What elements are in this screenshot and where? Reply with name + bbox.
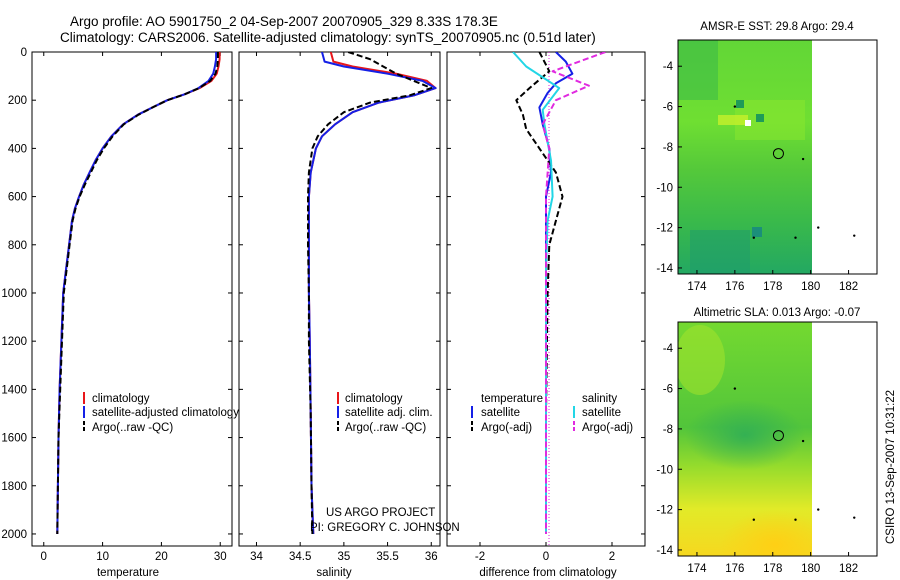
legend-label-argo: Argo(..raw -QC): [92, 422, 173, 434]
pi-label: PI: GREGORY C. JOHNSON: [310, 522, 460, 534]
x-tick-label: 34: [250, 551, 263, 563]
legend-label-climatology: climatology: [92, 393, 150, 405]
depth-tick-label: 1800: [1, 481, 27, 493]
temperature-legend: climatology satellite-adjusted climatolo…: [83, 392, 239, 434]
map-x-tick-label: 174: [687, 563, 707, 575]
map-y-tick-label: -14: [656, 545, 673, 557]
x-tick-label: 10: [96, 551, 109, 563]
island-dot: [794, 518, 797, 521]
x-tick-label: 35: [337, 551, 350, 563]
x-tick-label: 34.5: [289, 551, 311, 563]
temperature-series-argo: [56, 52, 219, 535]
salinity-legend: climatology satellite adj. clim. Argo(..…: [337, 392, 433, 434]
sla-map-title: Altimetric SLA: 0.013 Argo: -0.07: [694, 307, 861, 319]
legend-label-argo: Argo(..raw -QC): [345, 422, 426, 434]
legend-label-sal-satellite: satellite: [582, 407, 621, 419]
x-tick-label: 20: [155, 551, 168, 563]
map-x-tick-label: 182: [839, 281, 858, 293]
legend-label-temp-satellite: satellite: [481, 407, 520, 419]
sla-map-image: [678, 322, 877, 556]
depth-tick-label: 1000: [1, 288, 27, 300]
map-x-tick-label: 176: [725, 563, 744, 575]
map-x-tick-label: 178: [763, 563, 782, 575]
map-y-tick-label: -12: [656, 505, 673, 517]
x-tick-label: 2: [609, 551, 615, 563]
island-dot: [817, 226, 820, 229]
temperature-series-satellite: [56, 52, 218, 535]
x-tick-label: 0: [41, 551, 47, 563]
x-tick-label: 0: [543, 551, 549, 563]
map-x-tick-label: 174: [687, 281, 707, 293]
map-y-tick-label: -6: [663, 102, 673, 114]
figure-title-line2: Climatology: CARS2006. Satellite-adjuste…: [60, 30, 596, 45]
temperature-xlabel: temperature: [97, 567, 159, 579]
temperature-axes: [31, 51, 233, 547]
island-dot: [801, 157, 805, 161]
map-y-tick-label: -8: [663, 424, 673, 436]
island-dot: [853, 234, 856, 237]
map-x-tick-label: 176: [725, 281, 744, 293]
legend-title-temperature: temperature: [481, 393, 543, 405]
x-tick-label: 35.5: [376, 551, 398, 563]
island-dot: [752, 518, 756, 521]
depth-tick-label: 800: [8, 240, 27, 252]
depth-tick-label: 1200: [1, 336, 27, 348]
legend-label-temp-argo: Argo(-adj): [481, 422, 532, 434]
map-y-tick-label: -8: [663, 142, 673, 154]
island-dot: [733, 105, 737, 108]
island-dot: [794, 236, 797, 239]
difference-series-sal-argo: [541, 52, 606, 534]
temperature-series-climatology: [56, 52, 221, 535]
side-timestamp: CSIRO 13-Sep-2007 10:31:22: [885, 390, 897, 544]
map-x-tick-label: 178: [763, 281, 782, 293]
map-x-tick-label: 180: [801, 281, 820, 293]
legend-label-climatology: climatology: [345, 393, 403, 405]
sst-map-axes: [677, 39, 878, 275]
legend-label-sal-argo: Argo(-adj): [582, 422, 633, 434]
legend-label-satellite: satellite adj. clim.: [345, 407, 433, 419]
difference-series-sal-satellite: [512, 52, 561, 534]
legend-title-salinity: salinity: [582, 393, 617, 405]
depth-tick-label: 2000: [1, 529, 27, 541]
salinity-xlabel: salinity: [316, 567, 351, 579]
x-tick-label: 30: [214, 551, 227, 563]
difference-legend: temperature salinity satellite Argo(-adj…: [471, 393, 633, 434]
map-y-tick-label: -14: [656, 263, 673, 275]
difference-series-temp-argo: [515, 52, 564, 534]
project-label: US ARGO PROJECT: [326, 507, 435, 519]
map-x-tick-label: 180: [801, 563, 820, 575]
map-x-tick-label: 182: [839, 563, 858, 575]
depth-tick-label: 600: [8, 192, 27, 204]
map-y-tick-label: -6: [663, 384, 673, 396]
map-y-tick-label: -12: [656, 223, 673, 235]
island-dot: [733, 387, 737, 390]
depth-tick-label: 0: [21, 47, 27, 59]
salinity-axes: [238, 51, 441, 547]
depth-tick-label: 400: [8, 143, 27, 155]
difference-xlabel: difference from climatology: [479, 567, 616, 579]
map-y-tick-label: -10: [656, 464, 673, 476]
island-dot: [817, 508, 820, 511]
figure-title-line1: Argo profile: AO 5901750_2 04-Sep-2007 2…: [70, 14, 498, 29]
island-dot: [801, 439, 805, 443]
island-dot: [752, 236, 756, 239]
float-position-marker: [772, 148, 784, 160]
depth-tick-label: 200: [8, 95, 27, 107]
x-tick-label: 36: [425, 551, 438, 563]
map-y-tick-label: -4: [663, 343, 674, 355]
sst-map-image: [678, 40, 877, 274]
salinity-series-argo: [307, 52, 433, 535]
x-tick-label: -2: [475, 551, 485, 563]
depth-tick-label: 1600: [1, 433, 27, 445]
map-y-tick-label: -10: [656, 182, 673, 194]
float-position-marker: [772, 430, 784, 442]
island-dot: [853, 516, 856, 519]
depth-tick-label: 1400: [1, 384, 27, 396]
sst-map-title: AMSR-E SST: 29.8 Argo: 29.4: [700, 21, 854, 33]
map-y-tick-label: -4: [663, 61, 674, 73]
sla-map-axes: [677, 321, 878, 557]
legend-label-satellite: satellite-adjusted climatology: [92, 407, 239, 419]
